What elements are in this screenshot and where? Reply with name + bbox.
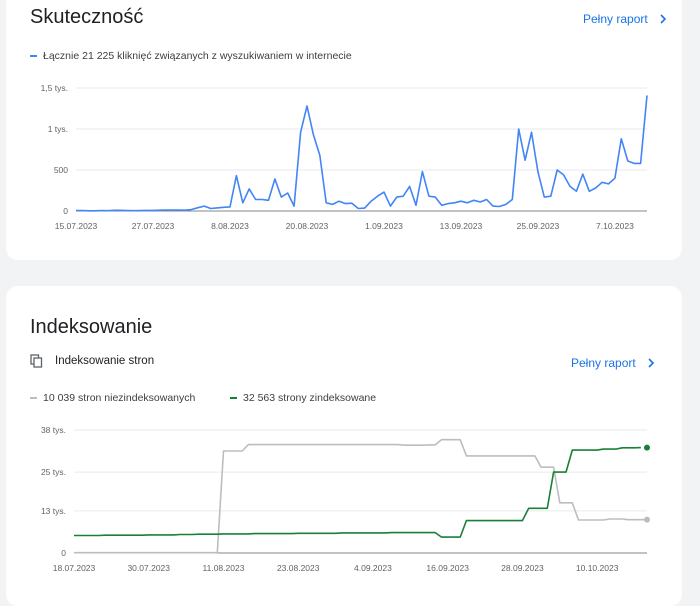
chevron-right-icon bbox=[660, 14, 666, 24]
clicks-chart-x-tick-label: 13.09.2023 bbox=[440, 221, 483, 231]
indexed-legend-swatch bbox=[230, 397, 237, 399]
clicks-chart-x-tick-label: 1.09.2023 bbox=[365, 221, 403, 231]
indexing-subtitle: Indeksowanie stron bbox=[55, 355, 155, 367]
clicks-legend-label: Łącznie 21 225 kliknięć związanych z wys… bbox=[43, 50, 352, 62]
indexing-full-report-label: Pełny raport bbox=[571, 356, 636, 370]
performance-legend[interactable]: Łącznie 21 225 kliknięć związanych z wys… bbox=[30, 50, 352, 62]
indexing-full-report-link[interactable]: Pełny raport bbox=[571, 356, 656, 370]
performance-full-report-label: Pełny raport bbox=[583, 12, 648, 26]
clicks-chart-y-tick-label: 0 bbox=[63, 206, 68, 216]
clicks-chart-x-tick-label: 27.07.2023 bbox=[132, 221, 175, 231]
clicks-chart-x-tick-label: 8.08.2023 bbox=[211, 221, 249, 231]
chevron-right-icon bbox=[648, 358, 654, 368]
copy-pages-icon bbox=[30, 354, 43, 368]
performance-card: Skuteczność Pełny raport Łącznie 21 225 … bbox=[6, 0, 682, 260]
clicks-chart-x-tick-label: 25.09.2023 bbox=[517, 221, 560, 231]
indexing-title: Indeksowanie bbox=[30, 316, 153, 338]
indexing-subhead: Indeksowanie stron bbox=[30, 354, 154, 368]
indexed-legend-label: 32 563 strony zindeksowane bbox=[243, 392, 377, 404]
legend-indexed[interactable]: 32 563 strony zindeksowane bbox=[230, 392, 376, 404]
clicks-chart-x-tick-label: 7.10.2023 bbox=[596, 221, 634, 231]
clicks-chart-y-tick-label: 500 bbox=[54, 165, 68, 175]
performance-title: Skuteczność bbox=[30, 6, 144, 28]
performance-full-report-link[interactable]: Pełny raport bbox=[583, 12, 668, 26]
clicks-chart-y-tick-label: 1,5 tys. bbox=[41, 83, 68, 93]
clicks-chart-series-line-1 bbox=[76, 95, 648, 212]
clicks-chart-x-tick-label: 20.08.2023 bbox=[286, 221, 329, 231]
legend-not-indexed[interactable]: 10 039 stron niezindeksowanych bbox=[30, 392, 195, 404]
clicks-chart: 1,5 tys. 1 tys. 500 0 15.07.2023 27.07.2023 8.… bbox=[41, 83, 648, 231]
not-indexed-legend-label: 10 039 stron niezindeksowanych bbox=[43, 392, 196, 404]
clicks-chart-x-tick-label: 15.07.2023 bbox=[55, 221, 98, 231]
not-indexed-legend-swatch bbox=[30, 397, 37, 399]
clicks-chart-y-tick-label: 1 tys. bbox=[48, 124, 68, 134]
clicks-legend-swatch bbox=[30, 55, 37, 57]
